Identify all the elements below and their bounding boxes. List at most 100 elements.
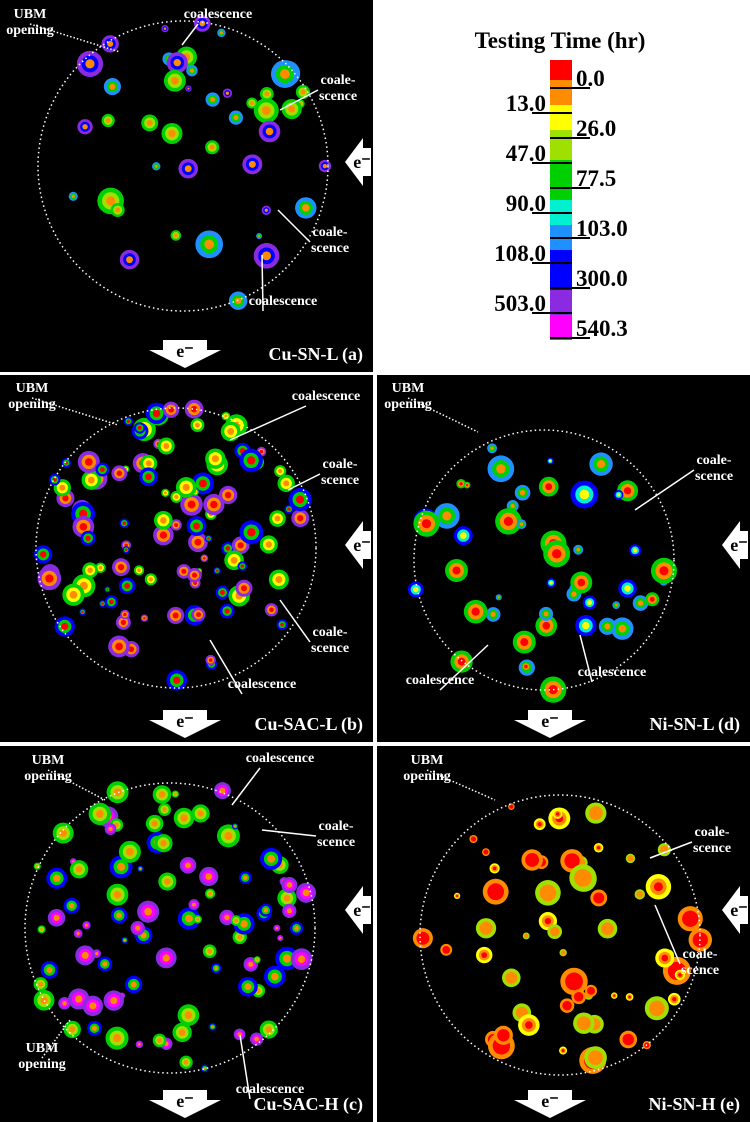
- blob-center: [302, 889, 310, 897]
- blob-center: [618, 624, 627, 633]
- blob-center: [625, 1036, 632, 1043]
- blob-center: [279, 937, 282, 940]
- annotation: coalescence: [228, 677, 296, 692]
- blob-center: [124, 543, 128, 547]
- color-swatch: [550, 60, 572, 80]
- blob-center: [84, 458, 93, 466]
- panel: UBM openingcoalescencecoale-scencecoale-s…: [0, 0, 373, 372]
- blob-center: [567, 856, 577, 865]
- blob-center: [490, 446, 494, 451]
- blob-center: [79, 522, 88, 531]
- blob-center: [71, 194, 75, 198]
- blob-center: [322, 163, 328, 169]
- blob-center: [62, 494, 69, 502]
- blob-center: [117, 862, 126, 871]
- blob-center: [180, 814, 188, 822]
- blob-center: [198, 479, 207, 488]
- blob-center: [637, 600, 644, 606]
- blob-center: [569, 976, 579, 987]
- blob-center: [91, 1025, 98, 1031]
- blob-center: [247, 528, 256, 537]
- blob-center: [280, 69, 290, 79]
- blob-center: [543, 611, 549, 617]
- blob-center: [580, 1019, 588, 1027]
- annotation: coale-scence: [319, 73, 357, 104]
- blob-center: [95, 809, 104, 818]
- annotation-pointer: [279, 89, 319, 111]
- blob-center: [623, 487, 632, 495]
- blob-center: [525, 1021, 533, 1029]
- annotation-line: opening: [403, 769, 450, 784]
- blob-center: [510, 805, 513, 808]
- blob-center: [288, 105, 296, 113]
- blob-center: [139, 867, 142, 870]
- blob-center: [68, 902, 75, 909]
- annotation-line: coalescence: [292, 389, 360, 404]
- electron-label: e⁻: [176, 1091, 194, 1111]
- blob-center: [552, 929, 558, 935]
- annotation: UBM opening: [403, 753, 450, 784]
- annotation-pointer: [407, 397, 479, 433]
- blob-center: [183, 1059, 189, 1065]
- blob-center: [191, 572, 198, 578]
- annotation-pointer: [261, 254, 264, 312]
- blob-center: [195, 422, 200, 428]
- blob-center: [158, 791, 166, 798]
- blob-center: [265, 127, 274, 136]
- blob-center: [78, 509, 88, 518]
- blob-center: [144, 907, 152, 916]
- blob-center: [613, 994, 616, 997]
- blob-center: [126, 847, 134, 856]
- blob-center: [672, 996, 677, 1002]
- annotation-line: coalescence: [246, 751, 314, 766]
- blob-center: [45, 574, 54, 583]
- blob-center: [174, 233, 178, 238]
- electron-arrow-down: [514, 1090, 586, 1118]
- blob-center: [419, 934, 427, 942]
- blob-center: [302, 204, 310, 212]
- blob-center: [46, 966, 53, 974]
- blob-center: [246, 456, 256, 465]
- blob-center: [209, 144, 215, 150]
- blob-center: [75, 995, 83, 1003]
- annotation: UBM opening: [384, 381, 431, 412]
- blob-center: [576, 548, 580, 552]
- blob-center: [224, 914, 230, 921]
- electron-arrow-left: [345, 521, 371, 569]
- blob-center: [164, 878, 171, 885]
- blob-center: [163, 491, 167, 495]
- annotation-pointer: [649, 841, 693, 859]
- legend-title: Testing Time (hr): [475, 28, 646, 53]
- blob-center: [202, 556, 206, 560]
- blob-center: [184, 165, 192, 173]
- electron-arrow-down: [149, 1090, 221, 1118]
- electron-label: e⁻: [730, 900, 748, 920]
- blob-center: [137, 425, 142, 430]
- blob-center: [274, 515, 281, 522]
- blob-center: [525, 934, 528, 938]
- blob-center: [109, 599, 114, 605]
- blob-center: [577, 578, 586, 587]
- blob-center: [53, 914, 60, 921]
- annotation: coale-scence: [695, 453, 733, 484]
- annotation: coalescence: [578, 665, 646, 680]
- panel-label: Ni-SN-L (d): [649, 714, 740, 735]
- blob-center: [106, 588, 109, 591]
- blob-center: [481, 952, 488, 958]
- annotation: UBM opening: [24, 753, 71, 784]
- blob-center: [233, 115, 239, 121]
- blob-center: [551, 549, 562, 559]
- blob-center: [124, 548, 128, 551]
- blob-center: [208, 891, 212, 896]
- blob-center: [661, 954, 669, 962]
- blob-center: [685, 914, 695, 924]
- blob-center: [243, 875, 248, 881]
- blob-center: [148, 577, 153, 582]
- blob-center: [240, 564, 244, 568]
- blob-center: [510, 503, 515, 509]
- ubm-outline: [419, 794, 701, 1076]
- legend-label: 540.3: [576, 316, 628, 341]
- blob-center: [452, 566, 461, 575]
- blob-center: [528, 856, 536, 864]
- blob-center: [184, 1011, 193, 1019]
